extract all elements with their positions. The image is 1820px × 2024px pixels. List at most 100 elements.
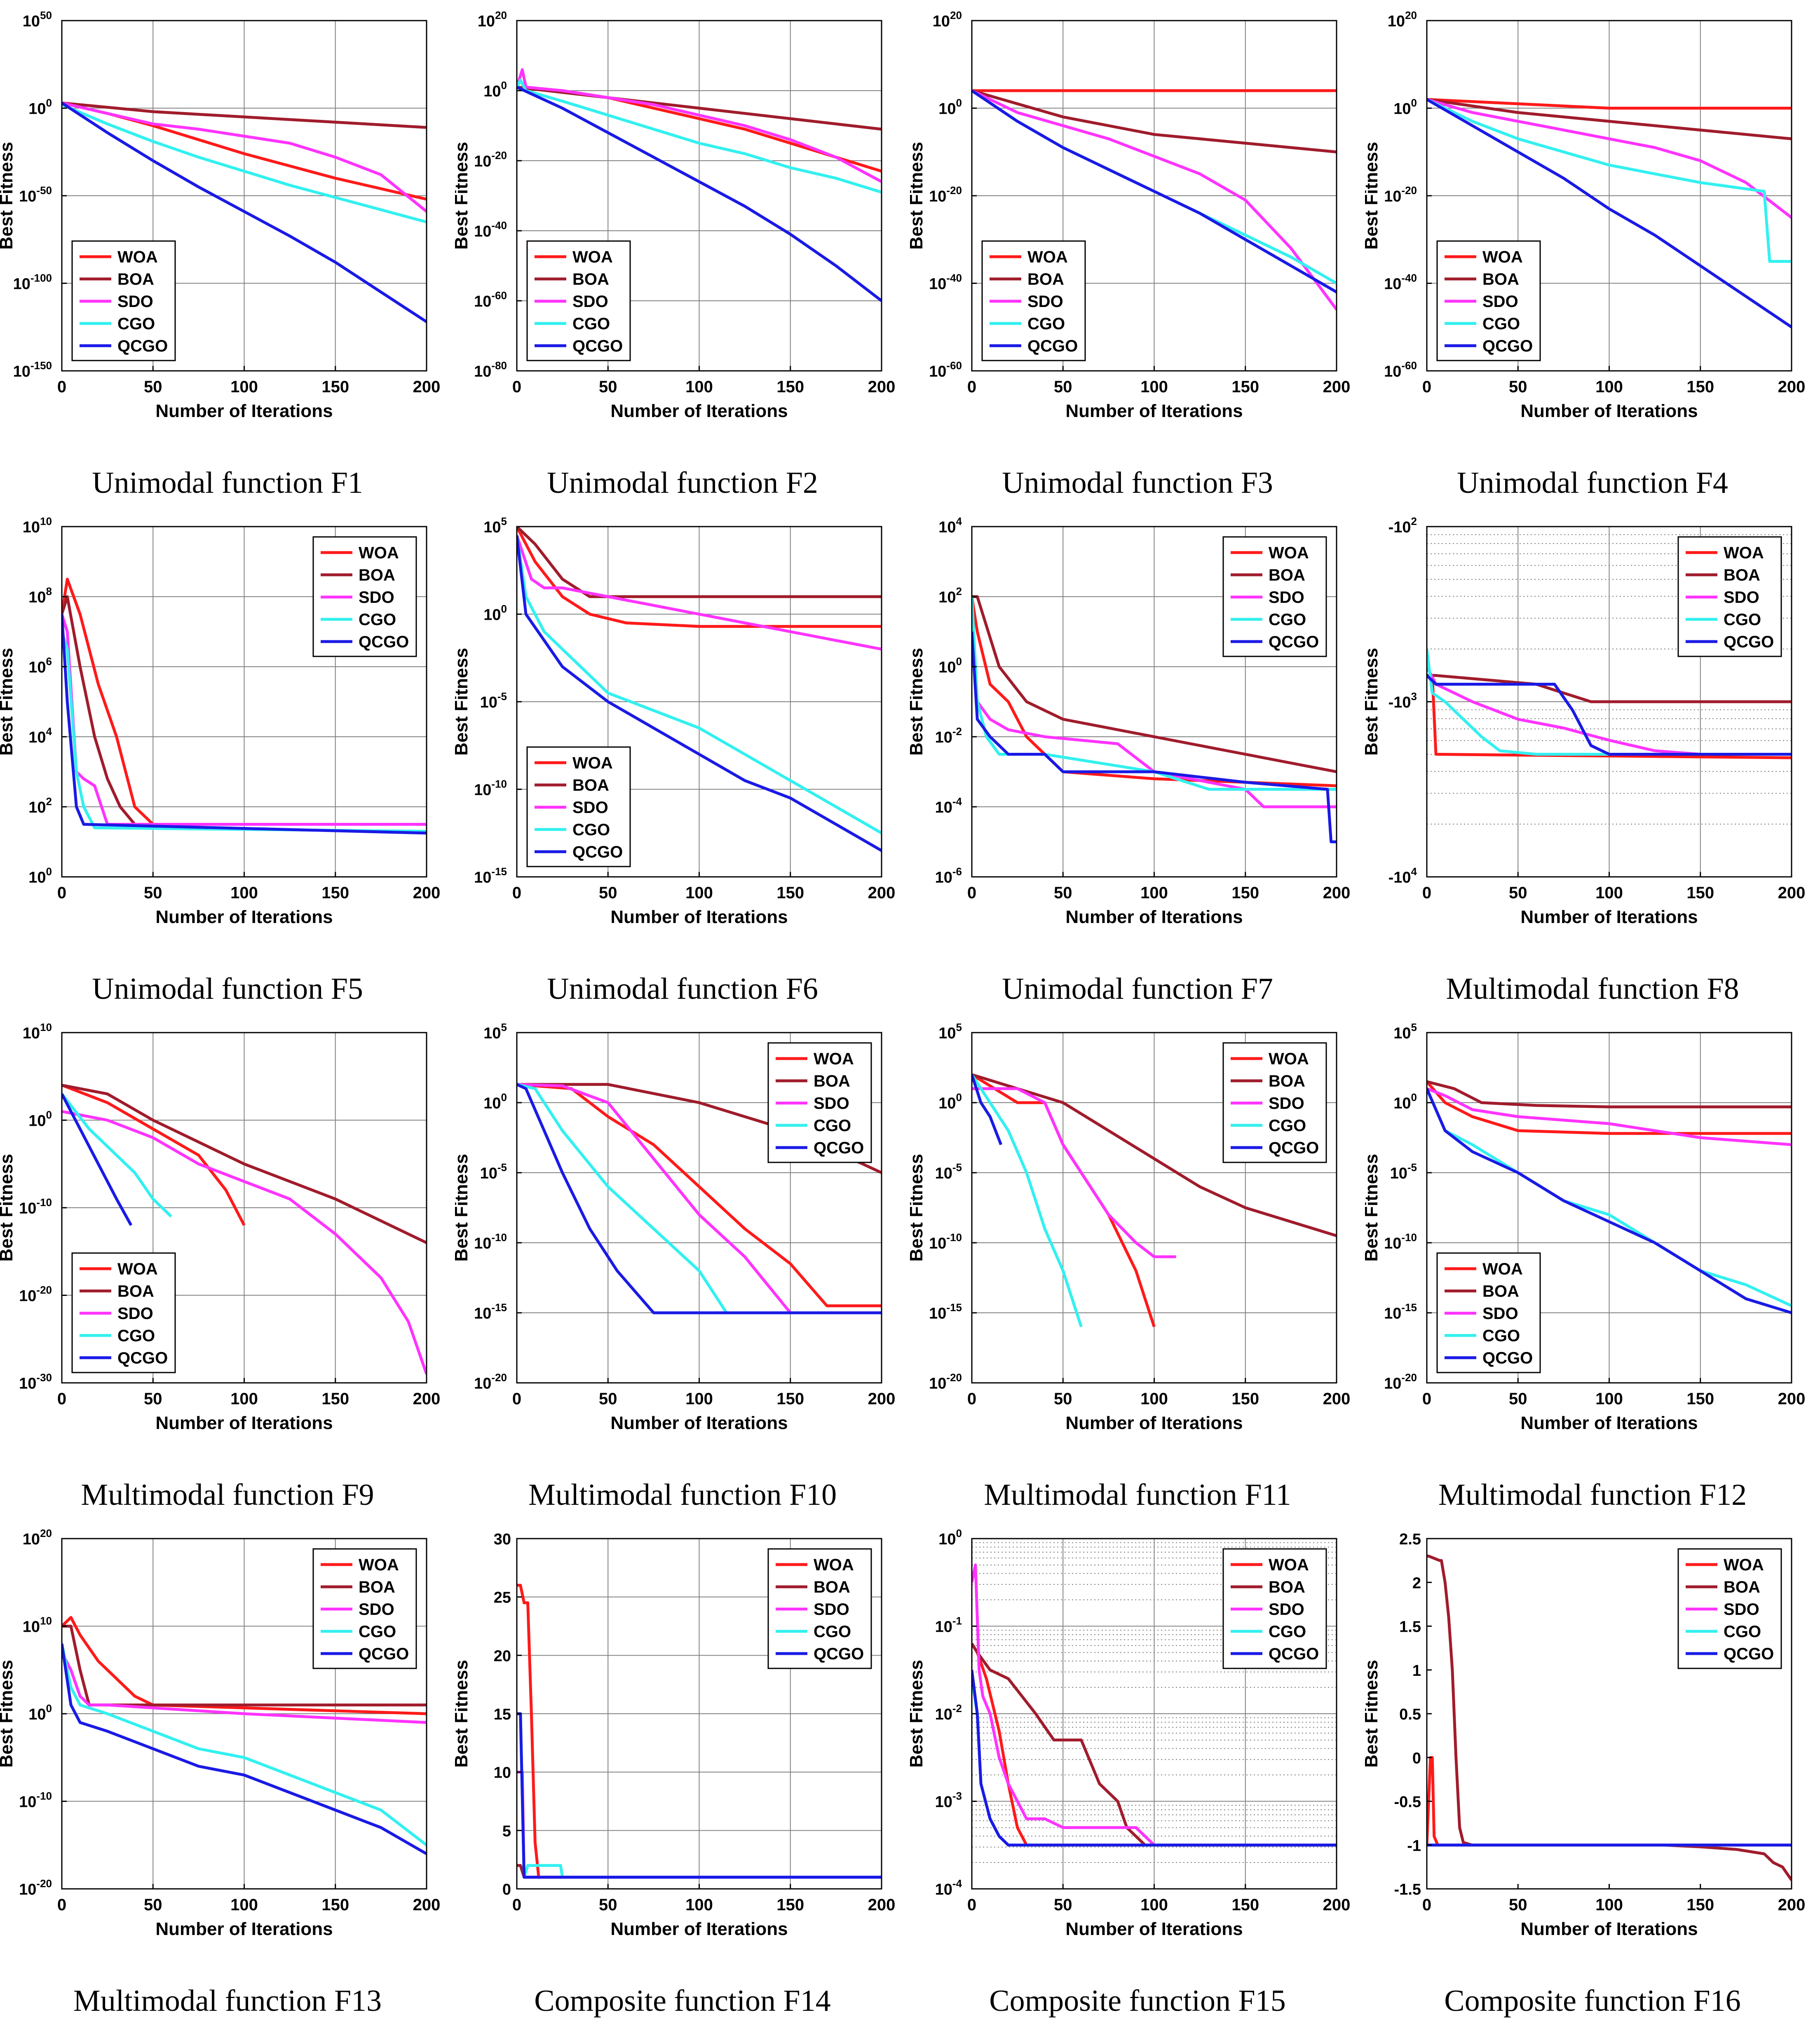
x-axis-label: Number of Iterations <box>610 401 788 421</box>
y-tick-base: 10 <box>483 519 501 536</box>
y-tick-exponent: -5 <box>497 690 507 703</box>
y-tick-label: 10-20 <box>929 1371 962 1392</box>
x-tick-label: 100 <box>1595 1390 1623 1408</box>
x-tick-label: 50 <box>1054 1390 1072 1408</box>
y-tick-exponent: -4 <box>952 795 962 808</box>
y-axis-label: Best Fitness <box>1365 648 1381 756</box>
legend-label-SDO: SDO <box>814 1600 849 1619</box>
y-tick-exponent: 0 <box>46 865 52 878</box>
series-line-CGO <box>1427 649 1792 756</box>
y-tick-base: 10 <box>938 1531 956 1548</box>
x-tick-label: 150 <box>1231 884 1259 902</box>
y-tick-base: 10 <box>1393 101 1411 118</box>
y-tick-exponent: -20 <box>491 1371 507 1384</box>
chart-svg-F11: 0 50 100 150 20010-2010-1510-1010-5100105Num… <box>910 1021 1350 1433</box>
y-tick-base: 10 <box>19 1375 36 1392</box>
y-tick-label: 10-2 <box>935 1702 962 1723</box>
y-tick-label: -103 <box>1388 690 1417 711</box>
x-tick-label: 100 <box>685 378 713 396</box>
caption-F8: Multimodal function F8 <box>1446 972 1739 1006</box>
x-tick-label: 100 <box>685 1390 713 1408</box>
y-tick-label: 20 <box>494 1647 511 1665</box>
y-tick-base: -10 <box>1388 519 1411 536</box>
x-tick-label: 50 <box>1509 378 1527 396</box>
legend-label-SDO: SDO <box>359 588 394 607</box>
y-tick-base: 10 <box>28 729 46 746</box>
x-tick-label: 50 <box>1509 1896 1527 1914</box>
caption-F15: Composite function F15 <box>989 1984 1286 2018</box>
x-tick-label: 100 <box>685 884 713 902</box>
x-tick-label: 50 <box>1509 1390 1527 1408</box>
y-tick-base: 10 <box>938 1025 956 1042</box>
legend-label-CGO: CGO <box>572 821 610 839</box>
caption-F9: Multimodal function F9 <box>81 1478 374 1512</box>
y-tick-label: 10-30 <box>19 1371 52 1392</box>
y-tick-base: 10 <box>1393 1025 1411 1042</box>
chart-svg-F7: 0 50 100 150 20010-610-410-2100102104Number … <box>910 515 1350 927</box>
y-tick-base: 10 <box>935 729 952 746</box>
legend-label-WOA: WOA <box>1027 248 1068 266</box>
y-tick-label: 102 <box>938 585 962 606</box>
y-tick-base: 10 <box>480 1165 497 1182</box>
y-tick-base: 10 <box>935 1165 952 1182</box>
y-tick-exponent: -3 <box>952 1790 962 1802</box>
x-tick-label: 150 <box>321 1896 349 1914</box>
y-tick-exponent: -40 <box>491 219 507 232</box>
legend-label-SDO: SDO <box>1482 293 1518 311</box>
y-tick-base: 10 <box>474 1305 491 1322</box>
y-tick-exponent: -40 <box>1401 272 1417 284</box>
y-tick-exponent: -60 <box>1401 359 1417 372</box>
y-tick-exponent: 0 <box>956 1527 962 1539</box>
series-line-CGO <box>62 103 427 224</box>
series-line-CGO <box>972 1074 1083 1328</box>
y-tick-label: 10-10 <box>474 778 507 799</box>
series-line-BOA <box>62 1084 427 1244</box>
x-axis-label: Number of Iterations <box>155 1919 333 1939</box>
x-tick-label: 150 <box>776 884 804 902</box>
y-tick-exponent: 10 <box>40 1021 52 1033</box>
chart-panel-F9: 0 50 100 150 200 10-30 10-20 10-10 100 1010 Number… <box>0 1012 455 1518</box>
y-tick-base: 10 <box>474 1235 491 1252</box>
legend-label-BOA: BOA <box>117 270 154 288</box>
y-tick-exponent: -10 <box>36 1196 52 1209</box>
legend-label-QCGO: QCGO <box>572 843 623 861</box>
y-tick-exponent: 5 <box>1411 1021 1417 1033</box>
y-tick-label: 10-3 <box>935 1790 962 1811</box>
y-tick-label: 10-1 <box>935 1615 962 1636</box>
series-line-BOA <box>1427 98 1792 141</box>
y-tick-base: 10 <box>1384 363 1401 380</box>
chart-svg-F10: 0 50 100 150 20010-2010-1510-1010-5100105Num… <box>455 1021 895 1433</box>
x-tick-label: 200 <box>413 1896 441 1914</box>
legend-label-QCGO: QCGO <box>1269 1139 1319 1157</box>
y-tick-exponent: -150 <box>30 359 52 372</box>
y-tick-base: 10 <box>23 519 40 536</box>
series-line-QCGO <box>62 1093 133 1226</box>
y-tick-label: 1010 <box>23 515 52 536</box>
legend-label-CGO: CGO <box>359 1623 396 1641</box>
y-tick-base: 10 <box>28 869 46 886</box>
legend-label-QCGO: QCGO <box>1482 337 1533 355</box>
series-line-QCGO <box>62 1643 427 1855</box>
y-axis-label: Best Fitness <box>0 648 16 756</box>
chart-panel-F4: 0 50 100 150 200 10-60 10-40 10-20 100 1020 Number… <box>1365 0 1820 506</box>
y-tick-label: 10-80 <box>474 359 507 380</box>
y-tick-label: 10-15 <box>929 1301 962 1322</box>
legend-label-SDO: SDO <box>117 293 153 311</box>
y-axis-label: Best Fitness <box>1365 1154 1381 1262</box>
series-line-WOA <box>62 1616 427 1715</box>
y-tick-label: 10-5 <box>935 1161 962 1182</box>
y-tick-label: 10-20 <box>474 1371 507 1392</box>
y-tick-base: 10 <box>483 607 501 624</box>
y-axis-label: Best Fitness <box>0 1660 16 1768</box>
legend-label-QCGO: QCGO <box>1724 1645 1774 1663</box>
y-tick-base: 10 <box>1384 276 1401 293</box>
chart-panel-F3: 0 50 100 150 200 10-60 10-40 10-20 100 1020 Number… <box>910 0 1365 506</box>
x-tick-label: 100 <box>685 1896 713 1914</box>
x-tick-label: 200 <box>1778 378 1806 396</box>
legend-label-QCGO: QCGO <box>117 337 168 355</box>
x-tick-label: 0 <box>1422 884 1431 902</box>
series-line-QCGO <box>972 89 1337 293</box>
x-tick-label: 50 <box>599 378 617 396</box>
x-tick-label: 150 <box>321 884 349 902</box>
